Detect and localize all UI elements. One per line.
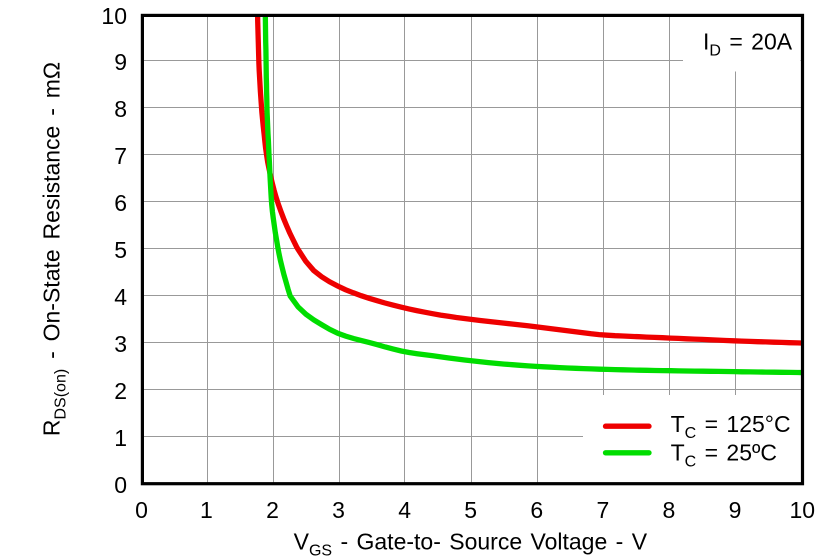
svg-text:9: 9 <box>114 49 127 75</box>
svg-text:4: 4 <box>398 497 411 523</box>
svg-text:7: 7 <box>597 497 610 523</box>
svg-text:1: 1 <box>114 425 127 451</box>
svg-text:6: 6 <box>530 497 543 523</box>
svg-text:1: 1 <box>200 497 213 523</box>
svg-text:RDS(on) - On-State Resistance: RDS(on) - On-State Resistance - mΩ <box>39 62 70 436</box>
svg-text:3: 3 <box>114 331 127 357</box>
svg-text:TC = 25ºC: TC = 25ºC <box>671 439 777 470</box>
svg-text:10: 10 <box>790 497 816 523</box>
svg-text:7: 7 <box>114 143 127 169</box>
svg-text:VGS - Gate-to- Source Voltage: VGS - Gate-to- Source Voltage - V <box>294 529 648 559</box>
svg-text:6: 6 <box>114 190 127 216</box>
svg-text:3: 3 <box>332 497 345 523</box>
svg-text:TC = 125°C: TC = 125°C <box>671 411 791 442</box>
svg-text:0: 0 <box>135 497 148 523</box>
svg-text:8: 8 <box>663 497 676 523</box>
svg-text:9: 9 <box>729 497 742 523</box>
svg-text:2: 2 <box>114 378 127 404</box>
svg-text:10: 10 <box>101 3 127 29</box>
svg-text:2: 2 <box>266 497 279 523</box>
svg-text:8: 8 <box>114 96 127 122</box>
svg-text:5: 5 <box>114 237 127 263</box>
svg-text:5: 5 <box>464 497 477 523</box>
svg-text:0: 0 <box>114 472 127 498</box>
svg-text:4: 4 <box>114 284 127 310</box>
